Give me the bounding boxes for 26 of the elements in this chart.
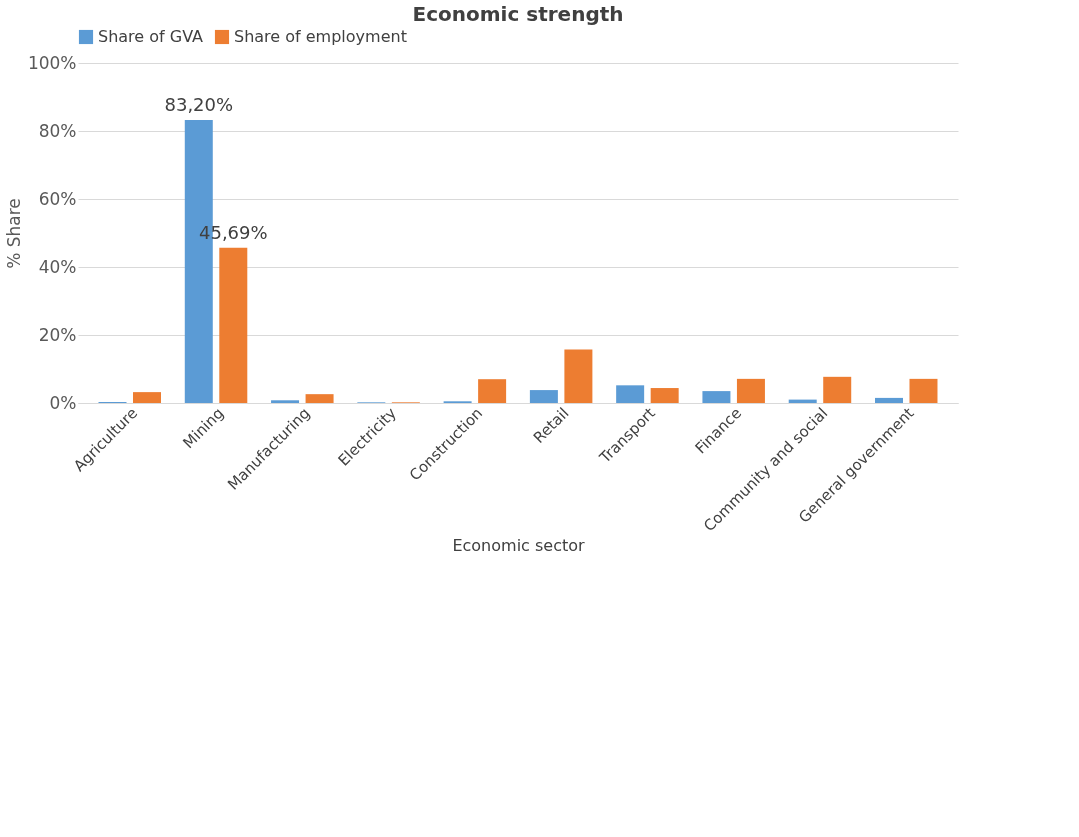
bar <box>133 392 162 403</box>
y-tick-label: 80% <box>38 120 77 141</box>
legend-label: Share of employment <box>234 27 407 46</box>
bar <box>529 390 558 403</box>
bar <box>564 349 593 403</box>
bar <box>702 391 731 403</box>
bar <box>271 400 300 403</box>
chart-title: Economic strength <box>412 2 624 26</box>
data-label: 83,20% <box>164 94 234 116</box>
bar <box>650 388 679 403</box>
bar <box>478 379 507 403</box>
y-tick-label: 40% <box>38 256 77 277</box>
y-axis-title: % Share <box>3 198 24 269</box>
bar <box>874 397 903 403</box>
y-tick-label: 100% <box>27 52 77 73</box>
y-tick-label: 0% <box>49 392 77 413</box>
x-axis-title: Economic sector <box>452 536 585 556</box>
y-tick-label: 20% <box>38 324 77 345</box>
bar <box>909 378 938 403</box>
bar <box>305 394 334 403</box>
bar <box>219 247 248 403</box>
y-tick-label: 60% <box>38 188 77 209</box>
bar <box>736 378 765 403</box>
bar <box>616 385 645 403</box>
bar <box>823 376 852 403</box>
legend-label: Share of GVA <box>98 27 204 46</box>
